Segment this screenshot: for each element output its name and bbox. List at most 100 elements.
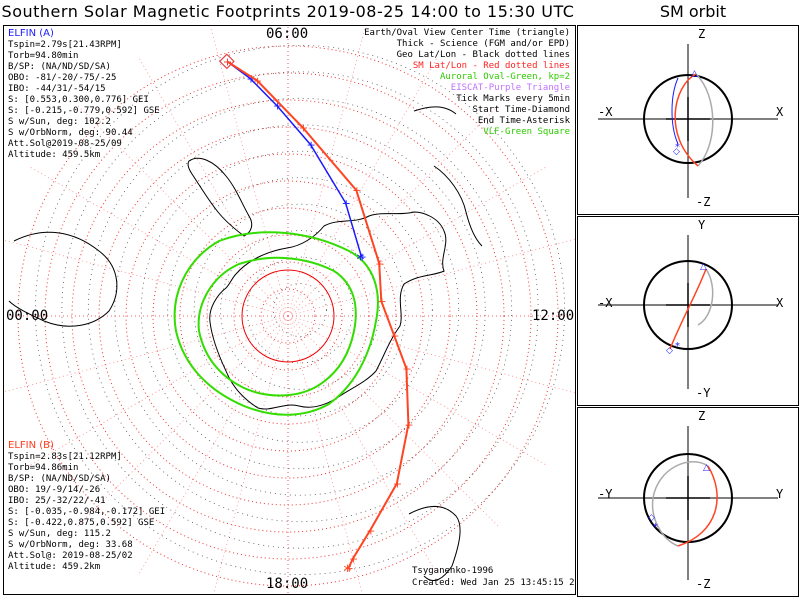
elfin-b-line: B/SP: (NA/ND/SD/SA): [8, 474, 111, 484]
elfin-b-line: Torb=94.86min: [8, 463, 79, 473]
elfin-a-info: Tspin=2.79s[21.43RPM] Torb=94.80min B/SP: …: [8, 40, 160, 161]
australia-outline: [8, 231, 118, 327]
elfin-a-line: S w/Sun, deg: 102.2: [8, 117, 111, 127]
geo-lat-ring: [167, 177, 433, 443]
legend-item: EISCAT-Purple Triangle: [450, 83, 570, 93]
svg-text:◇: ◇: [673, 147, 680, 157]
clock-left: 00:00: [6, 308, 49, 324]
auroral-oval-inner: [197, 256, 357, 397]
orbit-xy-svg: △ ◇ *: [598, 235, 778, 389]
svg-text:*: *: [675, 142, 680, 153]
track-tick: +: [352, 184, 361, 197]
sm-lat-ring: [125, 153, 451, 479]
orbit-path-a: [695, 73, 714, 167]
elfin-a-line: B/SP: (NA/ND/SD/SA): [8, 62, 111, 72]
mlt-meridian: [287, 315, 499, 527]
new-zealand-outline: [408, 505, 461, 581]
orbit-axis-label: X: [776, 296, 784, 310]
model-label: Tsyganenko-1996: [412, 566, 494, 576]
mlt-meridian: [77, 315, 289, 527]
africa-outline: [433, 165, 483, 247]
mlt-meridian: [139, 315, 289, 574]
elfin-b-line: S w/Sun, deg: 115.2: [8, 529, 111, 539]
footprint-map: + + + + + + * + + + + + + + + + + + + + * 06:00 00:00 12:00 …: [3, 25, 576, 595]
geo-lat-ring: [61, 71, 539, 549]
clock-top: 06:00: [266, 26, 309, 42]
geo-lat-ring: [246, 256, 354, 364]
mlt-meridian: [139, 58, 289, 317]
track-tick: +: [223, 55, 232, 68]
orbit-panel-xz: △ ◇ *: [577, 25, 799, 215]
sm-lat-ring: [152, 180, 424, 452]
svg-text:◇: ◇: [666, 346, 673, 356]
legend-item: Start Time-Diamond: [472, 105, 570, 115]
elfin-b-info: Tspin=2.83s[21.12RPM] Torb=94.86min B/SP: …: [8, 452, 165, 573]
orbit-axis-label: Y: [776, 487, 784, 501]
mlt-meridian: [77, 105, 289, 317]
orbit-axis-label: -Y: [598, 487, 613, 501]
geo-lat-ring: [220, 230, 380, 390]
track-tick: +: [342, 197, 351, 210]
mlt-meridian: [287, 315, 546, 465]
svg-text:◇: ◇: [648, 513, 655, 523]
track-tick: +: [253, 74, 262, 87]
elfin-a-line: Altitude: 459.5km: [8, 150, 101, 160]
orbit-axis-label: Y: [698, 218, 706, 232]
south-america-outline: [187, 157, 253, 237]
antarctica-outline: [209, 211, 447, 410]
elfin-b-line: Altitude: 459.2km: [8, 562, 101, 572]
sm-lat-ring: [233, 261, 343, 371]
track-elfin-a: [226, 60, 363, 257]
track-tick: +: [357, 251, 366, 264]
orbit-panel-yz: △ ◇ *: [577, 407, 799, 597]
track-tick: +: [299, 122, 308, 135]
orbit-path-a: [697, 268, 714, 326]
mlt-meridian: [287, 238, 575, 317]
orbit-axis-label: -Y: [696, 386, 711, 400]
legend-item: SM Lat/Lon - Red dotted lines: [412, 61, 570, 71]
track-tick: +: [307, 139, 316, 152]
elfin-a-line: Tspin=2.79s[21.43RPM]: [8, 40, 122, 50]
sm-lat-ring: [44, 72, 532, 560]
elfin-a-line: Torb=94.80min: [8, 51, 79, 61]
legend-item: Tick Marks every 5min: [456, 94, 570, 104]
mlt-meridian: [30, 315, 289, 465]
orbit-path-blue: [671, 77, 679, 145]
sm-lat-ring: [17, 45, 559, 587]
orbit-path-b: [677, 465, 718, 547]
mlt-meridian: [213, 315, 289, 594]
elfin-b-label: ELFIN (B): [8, 440, 54, 451]
orbit-path-a: [651, 461, 709, 547]
svg-text:△: △: [703, 463, 710, 473]
mlt-meridian: [287, 315, 363, 594]
orbit-yz-svg: △ ◇ *: [598, 426, 778, 580]
mlt-meridian: [30, 167, 289, 317]
geo-lat-ring: [114, 124, 486, 496]
svg-text:△: △: [691, 69, 698, 79]
elfin-a-line: IBO: -44/31/-54/15: [8, 84, 106, 94]
elfin-b-line: S: [-0.035,-0.984,-0.172] GEI: [8, 507, 166, 517]
elfin-b-line: OBO: 19/-9/14/-26: [8, 485, 101, 495]
clock-right: 12:00: [532, 308, 575, 324]
mlt-meridian: [210, 29, 289, 317]
created-label: Created: Wed Jan 25 13:45:15 2023: [412, 578, 576, 588]
end-asterisk: *: [344, 561, 352, 580]
svg-text:*: *: [653, 522, 658, 533]
center-ring: [241, 269, 335, 363]
mlt-meridian: [4, 315, 289, 393]
legend-item: Auroral Oval-Green, kp=2: [439, 72, 570, 82]
orbit-axis-label: -Z: [696, 577, 711, 591]
track-tick: +: [377, 295, 386, 308]
mlt-meridian: [287, 315, 575, 394]
geo-lat-ring: [273, 283, 327, 337]
orbit-xz-svg: △ ◇ *: [598, 44, 778, 198]
africa-south-coast: [413, 106, 457, 115]
track-tick: +: [345, 562, 354, 575]
clock-bottom: 18:00: [266, 576, 309, 592]
track-elfin-b: [226, 60, 410, 569]
polar-plot: ++++++*+++++++++++++*: [4, 26, 575, 594]
mlt-meridian: [287, 315, 437, 574]
track-tick: +: [402, 363, 411, 376]
legend: Earth/Oval View Center Time (triangle) Th…: [364, 28, 570, 138]
elfin-b-line: Tspin=2.83s[21.12RPM]: [8, 452, 122, 462]
